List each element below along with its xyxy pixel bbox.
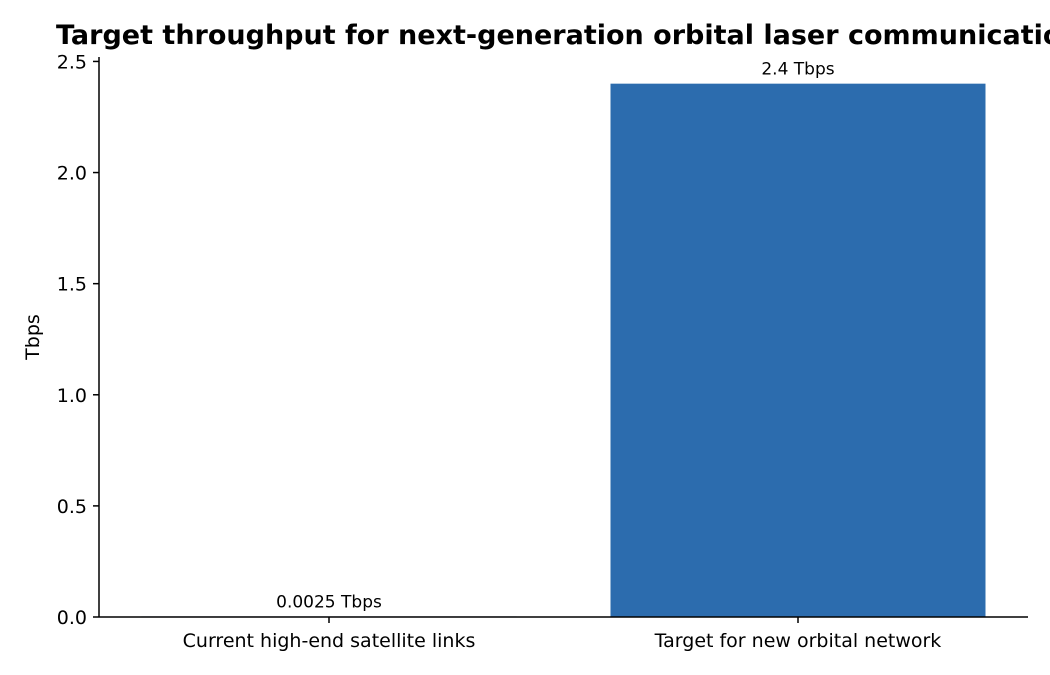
y-tick-label: 2.5 [57, 51, 87, 73]
y-tick-label: 2.0 [57, 163, 87, 185]
bar-2 [610, 83, 986, 617]
y-tick-label: 0.0 [57, 607, 87, 629]
x-tick-label: Current high-end satellite links [183, 630, 476, 652]
chart-title: Target throughput for next-generation or… [56, 20, 1050, 51]
y-tick-label: 0.5 [57, 496, 87, 518]
y-axis-label: Tbps [22, 314, 44, 361]
y-tick-label: 1.5 [57, 274, 87, 296]
x-tick-label: Target for new orbital network [654, 630, 942, 652]
data-label-2: 2.4 Tbps [761, 60, 834, 80]
y-tick-label: 1.0 [57, 385, 87, 407]
y-axis-ticks: 0.0 0.5 1.0 1.5 2.0 2.5 [57, 51, 99, 629]
data-label-1: 0.0025 Tbps [276, 592, 382, 612]
data-labels-group: 0.0025 Tbps 2.4 Tbps [276, 60, 835, 613]
x-axis-ticks: Current high-end satellite links Target f… [183, 617, 942, 652]
bars-group [141, 83, 986, 617]
